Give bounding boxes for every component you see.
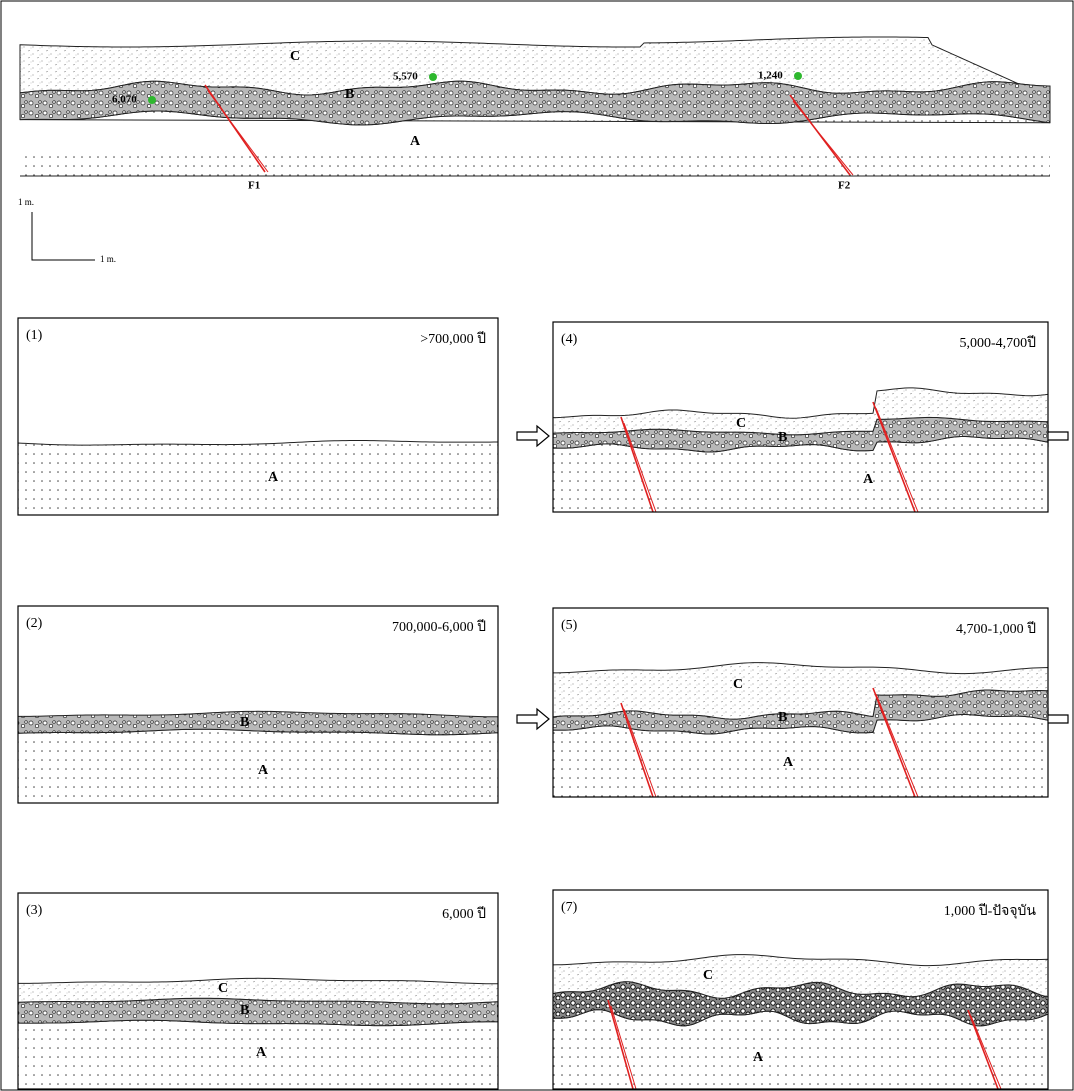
layer-label: C bbox=[290, 49, 300, 64]
panel-number: (1) bbox=[26, 328, 43, 343]
scale-bar bbox=[31, 212, 95, 261]
panel-frame bbox=[552, 889, 1049, 1090]
scale-horizontal: 1 m. bbox=[100, 254, 116, 264]
fault-line bbox=[207, 90, 269, 173]
fault-line bbox=[623, 422, 657, 513]
layer-b bbox=[19, 80, 1051, 126]
layer-label: A bbox=[863, 472, 874, 487]
scale-vertical: 1 m. bbox=[18, 197, 34, 207]
panel-age: 4,700-1,000 ปี bbox=[956, 621, 1036, 637]
fault-line bbox=[967, 1009, 999, 1090]
layer-label: A bbox=[268, 470, 279, 485]
fault-line bbox=[792, 100, 854, 176]
fault-line bbox=[875, 693, 919, 798]
sample-point bbox=[429, 73, 437, 81]
sample-point bbox=[148, 96, 156, 104]
fault-line bbox=[872, 687, 916, 798]
fault-line bbox=[623, 708, 657, 798]
panel-frame bbox=[17, 317, 499, 516]
layer-label: C bbox=[703, 968, 713, 983]
panel-age: 700,000-6,000 ปี bbox=[392, 619, 486, 635]
panel-number: (4) bbox=[561, 332, 578, 347]
sample-age: 6,070 bbox=[112, 94, 137, 106]
fault-line bbox=[970, 1015, 1002, 1090]
layer-label: B bbox=[778, 430, 787, 445]
sample-age: 1,240 bbox=[758, 70, 783, 82]
layer-label: A bbox=[753, 1050, 764, 1065]
panel-frame bbox=[17, 892, 499, 1090]
fault-line bbox=[872, 401, 916, 513]
panel-frame bbox=[552, 321, 1049, 513]
layer-label: C bbox=[736, 416, 746, 431]
panel-number: (2) bbox=[26, 616, 43, 631]
fault-line bbox=[607, 999, 634, 1090]
panel-number: (5) bbox=[561, 618, 578, 633]
fault-line bbox=[204, 84, 266, 173]
layer-label: A bbox=[258, 763, 269, 778]
panel-number: (3) bbox=[26, 903, 43, 918]
panel-frame bbox=[552, 607, 1049, 798]
panel-age: >700,000 ปี bbox=[420, 331, 486, 347]
panel-age: 6,000 ปี bbox=[442, 906, 486, 922]
layer-label: C bbox=[733, 677, 743, 692]
fault-line bbox=[610, 1005, 637, 1090]
layer-a bbox=[17, 440, 499, 516]
layer-label: B bbox=[345, 87, 354, 102]
layer-label: B bbox=[240, 1003, 249, 1018]
fault-label: F2 bbox=[838, 180, 851, 192]
layer-a bbox=[552, 436, 1049, 513]
panel-age: 1,000 ปี-ปัจจุบัน bbox=[944, 903, 1037, 919]
panel-number: (7) bbox=[561, 900, 578, 915]
fault-line bbox=[875, 407, 919, 513]
layer-label: A bbox=[256, 1045, 267, 1060]
layer-label: A bbox=[783, 755, 794, 770]
layer-b bbox=[17, 710, 499, 736]
fault-line bbox=[620, 416, 654, 513]
fault-line bbox=[620, 702, 654, 798]
panel-frame bbox=[17, 605, 499, 804]
layer-label: B bbox=[240, 715, 249, 730]
layer-label: C bbox=[218, 981, 228, 996]
layer-a-bottom bbox=[20, 150, 1050, 176]
layer-label: B bbox=[778, 710, 787, 725]
fault-label: F1 bbox=[248, 180, 260, 192]
layer-c bbox=[17, 977, 499, 1005]
sample-point bbox=[794, 72, 802, 80]
layer-label: A bbox=[410, 134, 421, 149]
sample-age: 5,570 bbox=[393, 71, 418, 83]
panel-age: 5,000-4,700ปี bbox=[959, 335, 1036, 351]
